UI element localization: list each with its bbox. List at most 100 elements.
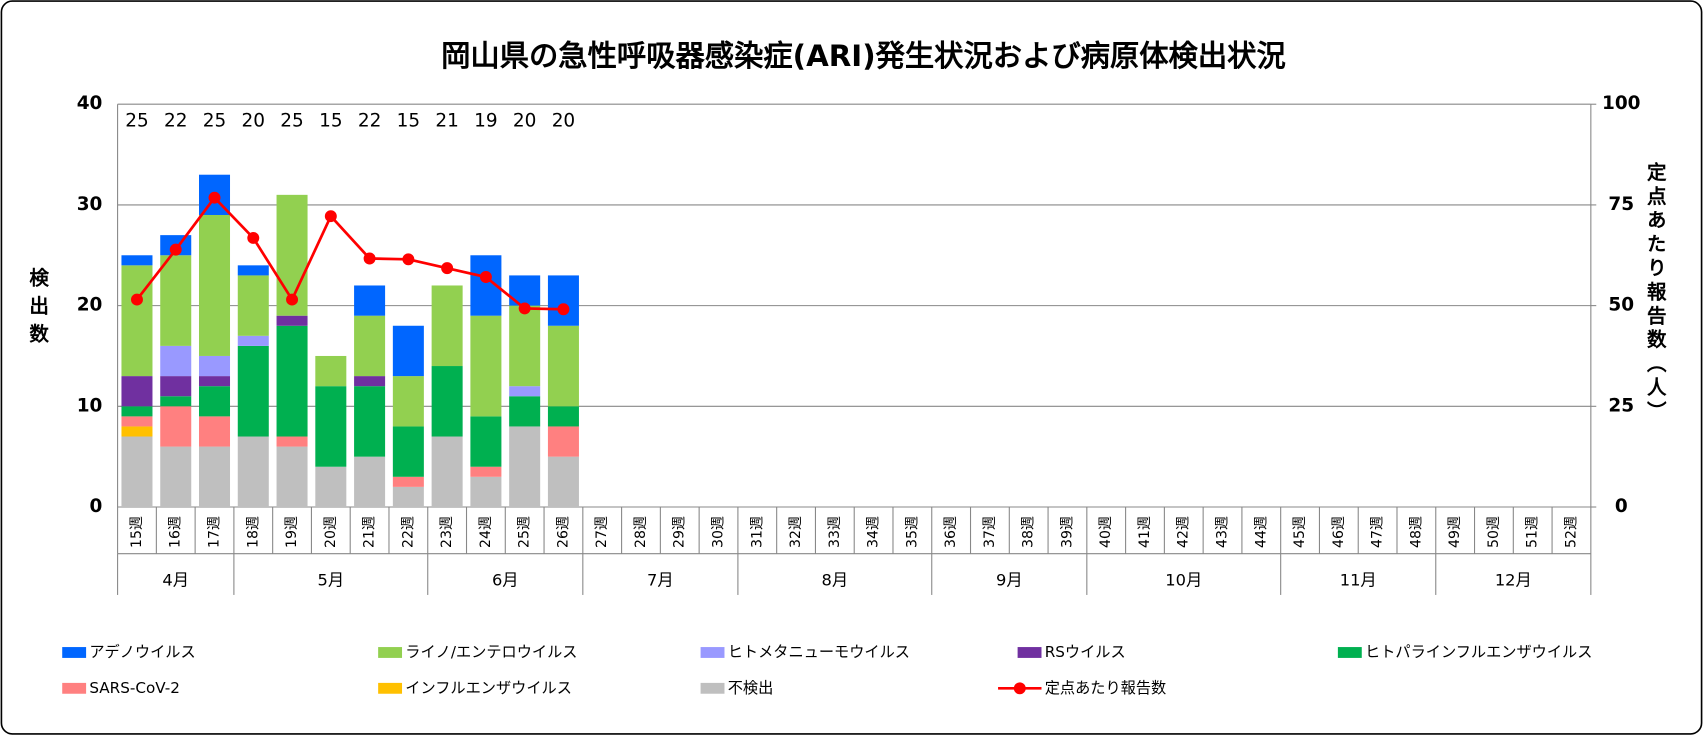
bar	[237, 335, 269, 346]
x-tick-label: 28週	[633, 516, 649, 548]
bar	[315, 386, 347, 467]
y2-tick-label: 100	[1602, 93, 1641, 114]
legend-label: ライノ/エンテロウイルス	[405, 643, 577, 661]
legend-swatch	[700, 682, 725, 694]
bar	[431, 285, 463, 367]
line-point	[169, 243, 182, 256]
bar	[470, 416, 502, 467]
x-tick-label: 46週	[1331, 516, 1347, 548]
bar	[160, 406, 192, 447]
top-label: 20	[513, 111, 536, 132]
month-label: 7月	[647, 570, 674, 589]
legend-swatch	[700, 647, 725, 658]
bar	[199, 355, 231, 377]
top-label: 20	[242, 111, 265, 132]
x-tick-label: 26週	[555, 516, 571, 548]
month-label: 8月	[822, 570, 849, 589]
x-tick-label: 23週	[439, 516, 455, 548]
x-tick-label: 31週	[749, 516, 765, 548]
legend-swatch	[62, 647, 87, 658]
bar	[392, 376, 424, 427]
x-tick-label: 38週	[1021, 516, 1037, 548]
x-tick-label: 36週	[943, 516, 959, 548]
bar	[121, 376, 153, 407]
x-tick-label: 22週	[400, 516, 416, 548]
line-point	[441, 262, 454, 275]
legend-swatch	[1337, 647, 1362, 658]
x-tick-label: 15週	[129, 516, 145, 548]
bar	[392, 486, 424, 508]
x-tick-label: 29週	[672, 516, 688, 548]
legend-label: RSウイルス	[1045, 643, 1126, 661]
x-tick-label: 20週	[323, 516, 339, 548]
line-point	[208, 191, 221, 204]
bar	[547, 325, 579, 407]
bar	[237, 436, 269, 508]
bar	[315, 466, 347, 508]
legend-swatch	[1017, 647, 1042, 658]
bar	[276, 315, 308, 326]
bar	[547, 426, 579, 457]
top-label: 20	[552, 111, 575, 132]
legend-label: アデノウイルス	[89, 643, 195, 661]
bar	[121, 255, 153, 266]
month-label: 9月	[996, 570, 1023, 589]
x-tick-label: 35週	[904, 516, 920, 548]
bar	[121, 426, 153, 437]
chart-title: 岡山県の急性呼吸器感染症(ARI)発生状況および病原体検出状況	[441, 39, 1286, 73]
top-label: 25	[203, 111, 226, 132]
bar	[315, 355, 347, 387]
bar	[470, 466, 502, 477]
bar	[470, 315, 502, 417]
bar	[237, 265, 269, 276]
bar	[509, 386, 541, 397]
bar	[354, 376, 386, 387]
bar	[354, 285, 386, 316]
bar	[121, 416, 153, 427]
top-label: 21	[435, 111, 458, 132]
bar	[121, 406, 153, 417]
month-label: 12月	[1495, 570, 1532, 589]
legend-label: ヒトパラインフルエンザウイルス	[1365, 643, 1592, 661]
x-tick-label: 44週	[1253, 516, 1269, 548]
x-tick-label: 30週	[711, 516, 727, 548]
legend-label: ヒトメタニューモウイルス	[728, 643, 910, 661]
bar	[199, 214, 231, 356]
x-tick-label: 49週	[1447, 516, 1463, 548]
bar	[121, 265, 153, 377]
bar	[431, 366, 463, 437]
bar	[547, 275, 579, 326]
bar	[199, 446, 231, 508]
top-label: 25	[125, 111, 148, 132]
x-tick-label: 18週	[245, 516, 261, 548]
bar	[160, 345, 192, 377]
bar	[160, 396, 192, 407]
bar	[121, 436, 153, 508]
bar	[509, 396, 541, 427]
top-label: 22	[164, 111, 187, 132]
top-label: 25	[280, 111, 303, 132]
legend-label: 不検出	[728, 679, 774, 697]
x-tick-label: 32週	[788, 516, 804, 548]
x-tick-label: 43週	[1215, 516, 1231, 548]
bar	[470, 476, 502, 508]
bar	[160, 255, 192, 346]
y2-tick-label: 50	[1608, 295, 1634, 316]
x-tick-label: 27週	[594, 516, 610, 548]
month-label: 5月	[318, 570, 345, 589]
x-tick-label: 33週	[827, 516, 843, 548]
legend-swatch	[62, 682, 87, 694]
bar	[354, 456, 386, 508]
y-axis-label: 検出数	[26, 266, 49, 351]
month-label: 10月	[1165, 570, 1202, 589]
bar	[199, 376, 231, 387]
bar	[276, 436, 308, 447]
x-tick-label: 17週	[207, 516, 223, 548]
bar	[199, 416, 231, 447]
top-label: 22	[358, 111, 381, 132]
y2-tick-label: 0	[1615, 496, 1628, 517]
line	[135, 195, 564, 311]
y2-tick-label: 75	[1608, 194, 1634, 215]
